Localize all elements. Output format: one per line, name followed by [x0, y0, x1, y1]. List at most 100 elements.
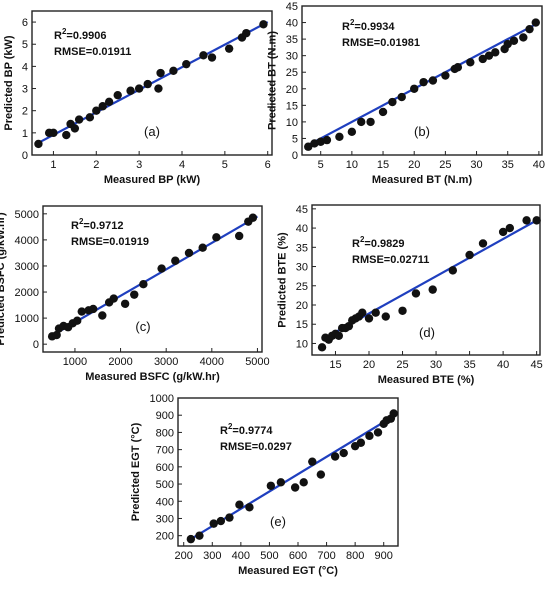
x-axis-label: Measured EGT (°C)	[238, 565, 338, 577]
y-tick-label: 1000	[15, 313, 39, 325]
x-tick-label: 40	[497, 359, 509, 371]
data-point	[259, 20, 268, 29]
y-tick-label: 4	[22, 61, 28, 73]
data-point	[428, 76, 438, 85]
rmse-annotation: RMSE=0.01911	[54, 46, 131, 58]
data-point	[143, 79, 152, 89]
data-point	[184, 248, 194, 258]
y-axis-label: Predicted BSFC (g/kW.hr)	[0, 212, 7, 346]
data-point	[248, 213, 258, 222]
panel-label: (b)	[414, 124, 430, 139]
y-tick-label: 40	[296, 223, 308, 235]
data-point	[334, 331, 344, 340]
y-tick-label: 0	[292, 150, 298, 162]
plot-frame	[42, 205, 263, 353]
y-tick-label: 500	[156, 479, 174, 491]
data-point	[109, 294, 118, 303]
data-point	[505, 223, 515, 233]
data-point	[234, 231, 244, 241]
data-point	[88, 304, 98, 314]
panel-label: (c)	[135, 319, 150, 334]
y-tick-label: 2	[22, 106, 28, 118]
y-tick-label: 800	[156, 427, 174, 439]
y-tick-label: 15	[286, 100, 298, 112]
panel-label: (a)	[144, 124, 160, 139]
y-tick-label: 40	[286, 18, 298, 30]
data-point	[448, 266, 458, 275]
data-point	[209, 519, 218, 528]
plot-frame	[177, 397, 399, 547]
data-point	[49, 128, 58, 138]
data-point	[195, 531, 204, 540]
data-point	[419, 77, 428, 87]
data-point	[441, 71, 450, 80]
data-point	[478, 239, 488, 248]
data-point	[212, 233, 221, 242]
data-point	[364, 314, 374, 323]
data-point	[266, 481, 276, 490]
rmse-annotation: RMSE=0.01981	[342, 37, 420, 49]
data-point	[308, 457, 317, 466]
fit-line	[49, 215, 258, 338]
plot-frame	[301, 5, 543, 156]
data-point	[519, 33, 528, 42]
data-point	[169, 66, 178, 76]
data-point	[154, 84, 163, 93]
data-point	[224, 44, 234, 53]
data-point	[92, 106, 101, 115]
y-tick-label: 35	[286, 34, 298, 46]
data-point	[366, 117, 375, 127]
y-axis-label: Predicted BT (N.m)	[267, 31, 279, 130]
x-tick-label: 35	[463, 359, 475, 371]
data-point	[225, 513, 234, 522]
data-point	[139, 280, 148, 289]
data-point	[316, 470, 326, 479]
data-point	[73, 316, 82, 325]
data-point	[339, 448, 348, 458]
x-axis-label: Measured BSFC (g/kW.hr)	[85, 371, 220, 383]
y-tick-label: 20	[286, 84, 298, 96]
y-tick-label: 3	[22, 84, 28, 96]
data-point	[411, 289, 421, 298]
y-tick-label: 0	[33, 339, 39, 351]
panel-b: 5 10 15 20 25 30 35 40 0 5 10 15 20 25 30 35 40 45 Measure…	[267, 1, 545, 186]
r-squared-annotation: R2=0.9774	[220, 422, 273, 437]
data-point	[410, 84, 419, 93]
y-axis-label: Predicted BP (kW)	[3, 35, 15, 130]
y-tick-label: 0	[22, 150, 28, 162]
x-tick-label: 3000	[154, 356, 178, 368]
x-tick-label: 3	[136, 159, 142, 171]
x-tick-label: 25	[396, 359, 408, 371]
data-point	[98, 311, 107, 320]
fit-line	[35, 21, 269, 145]
plot-frame	[31, 10, 273, 156]
r-squared-annotation: R2=0.9712	[71, 217, 123, 232]
data-point	[453, 63, 463, 72]
data-point	[126, 86, 135, 95]
x-axis-label: Measured BTE (%)	[378, 374, 475, 386]
y-axis-label: Predicted BTE (%)	[277, 232, 289, 328]
y-tick-label: 1	[22, 128, 28, 140]
y-tick-label: 200	[156, 531, 174, 543]
data-point	[74, 115, 84, 124]
y-tick-label: 20	[296, 300, 308, 312]
data-point	[156, 68, 165, 78]
x-tick-label: 25	[439, 159, 451, 171]
x-tick-label: 15	[329, 359, 341, 371]
data-point	[378, 107, 388, 117]
y-tick-label: 10	[286, 117, 298, 129]
y-tick-label: 45	[296, 204, 308, 216]
data-point	[322, 135, 332, 145]
data-point	[182, 59, 191, 69]
data-point	[398, 306, 407, 315]
data-point	[245, 503, 254, 512]
x-tick-label: 1000	[63, 356, 87, 368]
x-tick-label: 900	[375, 550, 393, 562]
data-point	[276, 478, 286, 487]
x-tick-label: 800	[346, 550, 364, 562]
x-tick-label: 20	[408, 159, 420, 171]
data-point	[365, 431, 374, 441]
data-point	[134, 84, 144, 93]
data-point	[330, 452, 340, 461]
data-point	[98, 102, 107, 111]
